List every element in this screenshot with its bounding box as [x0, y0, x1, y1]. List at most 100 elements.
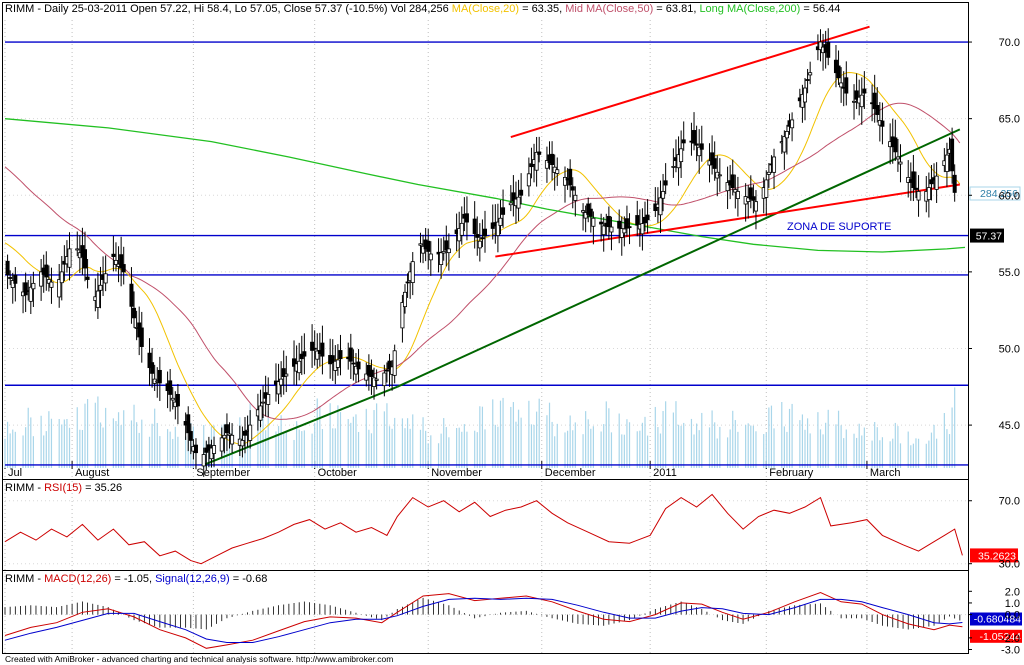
volume-bar-99 [259, 392, 262, 468]
volume-bar-277 [719, 426, 721, 468]
rsi-tick-label-1: 70.0 [999, 496, 1020, 508]
volume-bar-25 [68, 427, 71, 468]
volume-bar-58 [154, 408, 156, 468]
candle-body-99 [258, 405, 263, 421]
candle-body-144 [374, 378, 379, 381]
candle-body-16 [44, 264, 49, 278]
candle-body-53 [139, 327, 144, 347]
candle-body-88 [230, 434, 235, 445]
volume-bar-227 [590, 428, 592, 468]
candle-body-256 [663, 180, 668, 186]
candle-body-119 [310, 341, 315, 351]
candle-body-93 [242, 430, 247, 436]
candle-body-245 [635, 215, 640, 226]
volume-bar-288 [747, 423, 749, 468]
volume-bar-147 [383, 411, 385, 468]
candle-body-234 [606, 215, 611, 228]
candle-body-268 [694, 143, 699, 146]
volume-bar-1 [6, 421, 9, 468]
candle-body-182 [472, 218, 477, 234]
candle-body-31 [83, 249, 88, 269]
candle-body-177 [459, 222, 464, 236]
price-title-part-2: = 63.35, [519, 3, 565, 15]
volume-bar-169 [440, 433, 442, 468]
volume-bar-113 [296, 421, 298, 468]
volume-bar-32 [86, 399, 89, 468]
volume-bar-254 [659, 433, 662, 468]
candle-body-255 [661, 191, 666, 199]
rsi-line-0 [4, 493, 963, 565]
candle-body-10 [28, 286, 33, 302]
volume-bar-156 [406, 418, 409, 468]
candle-body-184 [477, 240, 482, 249]
candle-body-170 [441, 251, 446, 254]
volume-bar-56 [148, 436, 151, 468]
candle-body-169 [439, 252, 444, 265]
volume-bar-177 [461, 431, 463, 468]
candle-body-345 [893, 137, 898, 153]
volume-bar-231 [600, 431, 602, 468]
volume-bar-176 [458, 427, 460, 468]
volume-bar-184 [479, 406, 481, 468]
candle-body-332 [859, 94, 864, 108]
last-close-label: 57.37 [976, 231, 1002, 243]
candle-body-199 [516, 196, 521, 209]
candle-body-102 [266, 394, 271, 405]
volume-bar-141 [368, 429, 370, 468]
candle-body-183 [475, 234, 480, 238]
candle-body-217 [563, 176, 568, 186]
candle-body-219 [568, 168, 573, 186]
candle-body-361 [934, 175, 939, 190]
candle-body-154 [400, 302, 405, 329]
volume-bar-275 [714, 422, 716, 468]
candle-body-149 [387, 360, 392, 370]
volume-bar-137 [357, 431, 360, 468]
volume-bar-361 [936, 438, 938, 468]
volume-bar-260 [675, 401, 677, 468]
volume-bar-252 [654, 406, 656, 468]
candle-body-158 [410, 261, 415, 284]
volume-bar-360 [933, 424, 935, 468]
volume-bar-294 [763, 434, 765, 468]
candle-body-147 [382, 372, 387, 387]
volume-bar-98 [257, 407, 259, 468]
candle-body-77 [201, 454, 206, 467]
candle-body-367 [950, 138, 955, 172]
volume-bar-274 [711, 410, 713, 468]
volume-bar-8 [25, 427, 27, 468]
volume-bar-329 [853, 433, 855, 468]
candle-body-282 [730, 174, 735, 189]
candle-body-140 [364, 373, 369, 381]
candle-body-280 [725, 182, 730, 192]
volume-bar-17 [48, 411, 50, 468]
volume-bar-266 [690, 418, 693, 468]
candle-body-164 [426, 240, 431, 252]
candle-body-134 [348, 347, 353, 362]
candle-body-42 [111, 253, 116, 257]
candle-body-21 [57, 279, 62, 298]
candle-body-354 [916, 191, 921, 201]
candle-body-179 [464, 213, 469, 223]
volume-bar-259 [672, 412, 674, 468]
candle-body-326 [844, 77, 849, 94]
candle-body-240 [622, 228, 627, 234]
candle-body-249 [645, 214, 650, 221]
volume-bar-46 [123, 410, 125, 468]
last-close-tag [970, 228, 1004, 243]
candle-body-323 [836, 65, 841, 79]
volume-bar-123 [321, 429, 324, 468]
candle-body-156 [405, 281, 410, 284]
price-title-part-5: Long MA(Close,200) [699, 3, 800, 15]
volume-bar-190 [494, 424, 496, 468]
candle-body-67 [175, 394, 180, 407]
volume-bar-16 [45, 431, 47, 468]
candle-body-291 [753, 201, 758, 212]
volume-bar-178 [463, 424, 465, 468]
volume-bar-246 [639, 430, 641, 468]
month-label-3: October [318, 467, 357, 479]
candle-body-79 [206, 444, 211, 451]
volume-bar-302 [783, 426, 785, 468]
volume-bar-10 [30, 417, 32, 468]
candle-body-214 [555, 169, 560, 174]
month-label-4: November [431, 467, 482, 479]
